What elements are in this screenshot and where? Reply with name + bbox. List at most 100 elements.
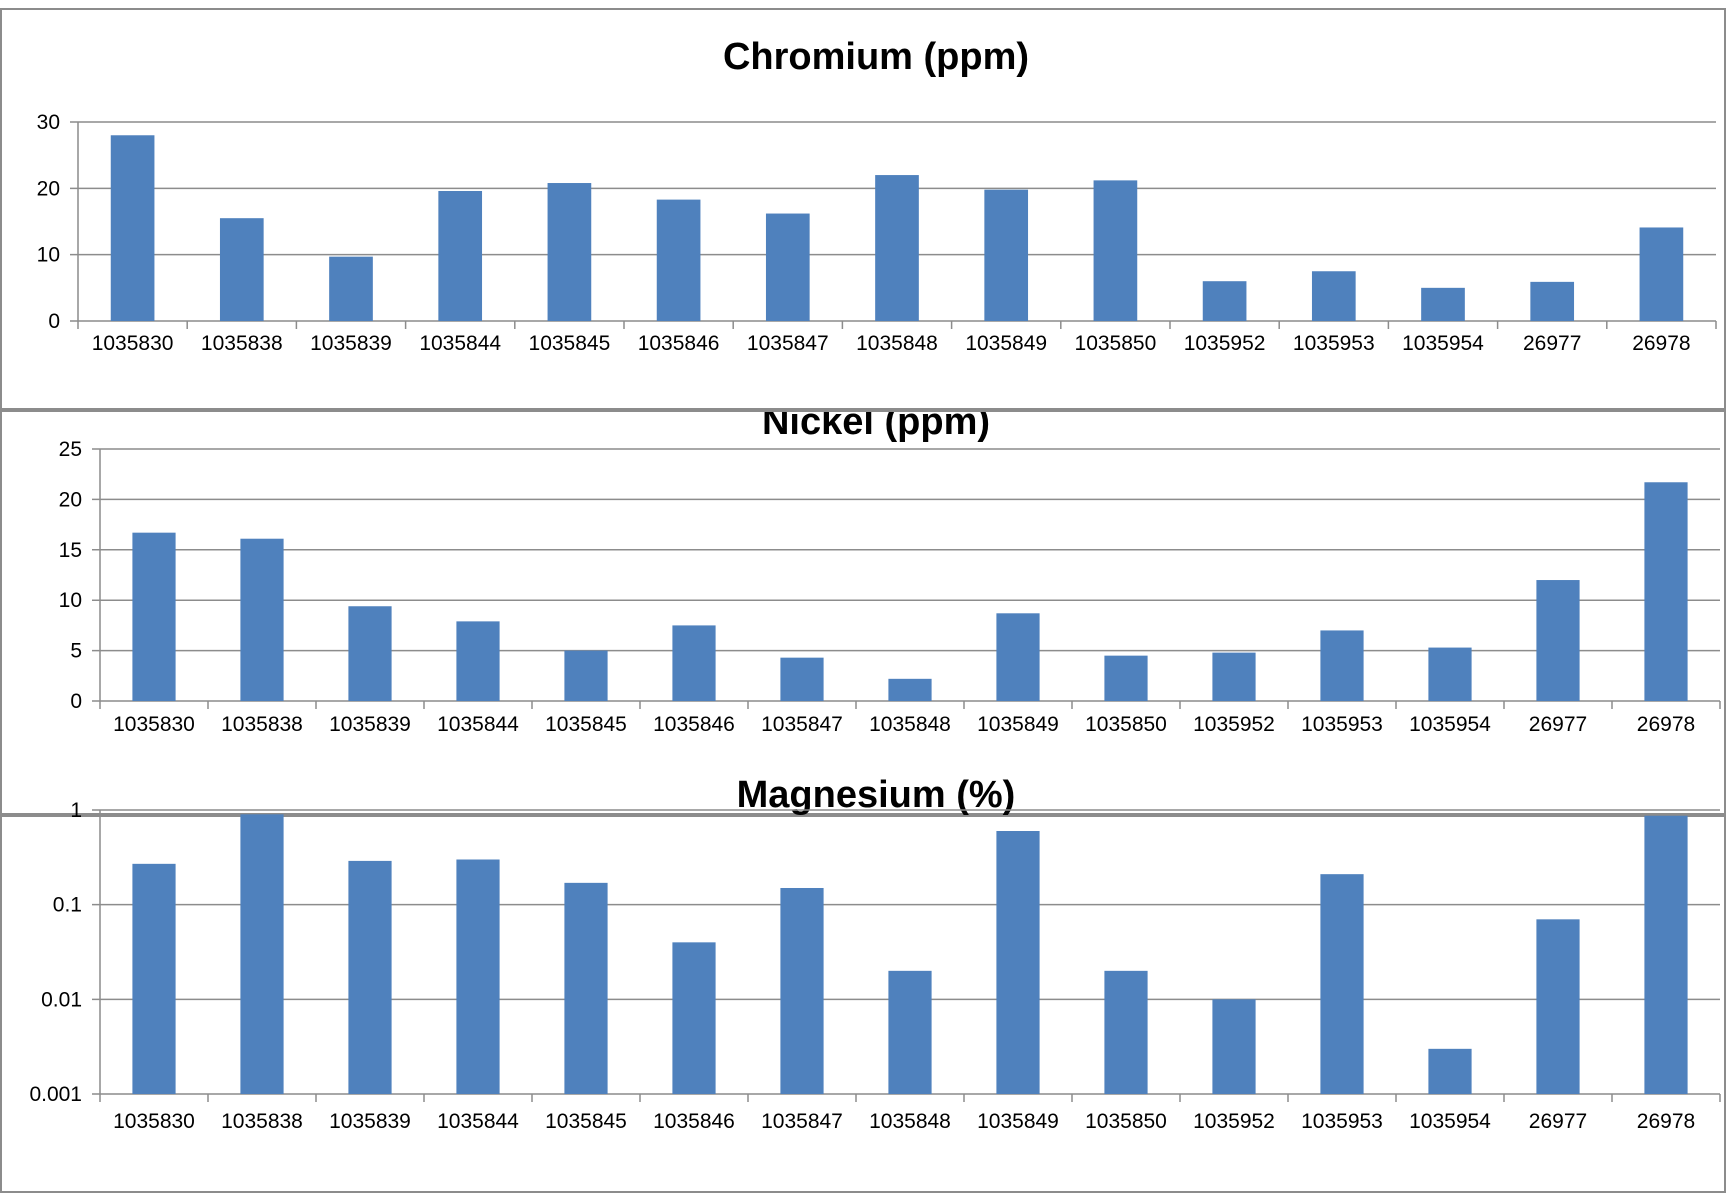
x-tick-label: 1035830 — [92, 332, 174, 355]
bar — [438, 190, 483, 321]
x-tick-label: 1035954 — [1402, 332, 1484, 355]
bar — [219, 218, 264, 321]
bar — [1320, 630, 1364, 701]
x-tick-label: 1035846 — [653, 1110, 735, 1133]
x-tick-label: 1035952 — [1193, 1110, 1275, 1133]
magnesium-chart-panel: Magnesium (%) 0.001 0.01 0.1 1 1035830 103583… — [0, 774, 1726, 1193]
y-tick-label: 0.001 — [29, 1083, 82, 1106]
x-tick-label: 26978 — [1632, 332, 1690, 355]
x-tick-label: 1035850 — [1085, 713, 1167, 736]
bar — [564, 650, 608, 701]
x-tick-label: 1035845 — [545, 1110, 627, 1133]
bar — [240, 538, 284, 701]
x-tick-label: 26977 — [1523, 332, 1581, 355]
x-tick-label: 1035952 — [1184, 332, 1266, 355]
bar — [1644, 482, 1688, 701]
bar — [1104, 970, 1148, 1094]
magnesium-chart: Magnesium (%) 0.001 0.01 0.1 1 1035830 103583… — [29, 774, 1721, 1133]
x-tick-label: 1035954 — [1409, 713, 1491, 736]
bar — [1644, 815, 1688, 1094]
x-tick-label: 1035953 — [1293, 332, 1375, 355]
x-tick-label: 1035845 — [529, 332, 611, 355]
bar — [547, 183, 592, 321]
nickel-chart: Nickel (ppm) 0 5 10 15 20 25 1035830 1035838 103… — [59, 412, 1721, 736]
chart-title: Magnesium (%) — [737, 774, 1016, 816]
bar — [875, 175, 919, 321]
bar — [348, 606, 392, 701]
x-tick-label: 1035838 — [221, 713, 303, 736]
bar — [780, 657, 824, 701]
bar — [672, 625, 716, 701]
y-tick-label: 1 — [70, 799, 82, 822]
y-tick-label: 25 — [59, 438, 82, 461]
x-tick-label: 1035838 — [221, 1110, 303, 1133]
x-tick-label: 1035847 — [761, 1110, 843, 1133]
x-tick-label: 26978 — [1637, 713, 1695, 736]
bar — [1093, 180, 1138, 321]
x-tick-label: 1035839 — [329, 713, 411, 736]
x-tick-label: 1035845 — [545, 713, 627, 736]
y-tick-label: 20 — [37, 177, 60, 200]
x-tick-label: 1035844 — [437, 713, 519, 736]
x-tick-label: 1035846 — [653, 713, 735, 736]
y-tick-label: 0 — [48, 310, 60, 333]
bar — [1421, 287, 1465, 321]
x-tick-label: 1035850 — [1075, 332, 1157, 355]
bar — [132, 532, 176, 701]
bar — [1639, 227, 1684, 321]
bar — [329, 256, 373, 321]
x-tick-label: 1035849 — [977, 713, 1059, 736]
bar — [1212, 999, 1256, 1094]
bar — [110, 135, 155, 321]
bar — [456, 621, 500, 701]
bar — [456, 859, 500, 1094]
x-tick-label: 26977 — [1529, 1110, 1587, 1133]
y-tick-label: 10 — [37, 244, 60, 267]
y-tick-label: 5 — [70, 640, 82, 663]
x-tick-label: 1035952 — [1193, 713, 1275, 736]
chromium-chart-panel: Chromium (ppm) 0 10 20 30 1035830 1035838 1035… — [0, 8, 1726, 410]
x-tick-label: 1035847 — [761, 713, 843, 736]
bar — [240, 814, 284, 1094]
bar — [1536, 919, 1580, 1094]
bar — [888, 970, 932, 1094]
bar — [1530, 281, 1575, 321]
x-tick-label: 1035953 — [1301, 1110, 1383, 1133]
bar — [132, 863, 176, 1094]
x-tick-label: 26977 — [1529, 713, 1587, 736]
x-tick-label: 1035849 — [977, 1110, 1059, 1133]
bar — [656, 199, 701, 321]
x-tick-label: 1035830 — [113, 1110, 195, 1133]
bar — [1212, 652, 1256, 701]
bar — [1320, 874, 1364, 1094]
bar — [564, 882, 608, 1094]
y-tick-label: 20 — [59, 488, 82, 511]
x-tick-label: 1035848 — [856, 332, 938, 355]
x-tick-label: 1035844 — [437, 1110, 519, 1133]
bar — [348, 860, 392, 1094]
x-tick-label: 1035954 — [1409, 1110, 1491, 1133]
bar — [1428, 1048, 1472, 1094]
x-tick-label: 1035838 — [201, 332, 283, 355]
x-tick-label: 1035848 — [869, 713, 951, 736]
bar — [1428, 647, 1472, 701]
bar — [765, 213, 810, 321]
chart-title: Chromium (ppm) — [723, 36, 1029, 78]
bar — [1104, 655, 1148, 701]
bar — [996, 613, 1040, 701]
x-tick-label: 1035839 — [310, 332, 392, 355]
bar — [672, 942, 716, 1094]
x-tick-label: 1035830 — [113, 713, 195, 736]
x-tick-label: 1035839 — [329, 1110, 411, 1133]
y-tick-label: 30 — [37, 111, 60, 134]
x-tick-label: 1035849 — [965, 332, 1047, 355]
bar — [888, 678, 932, 701]
x-tick-label: 1035850 — [1085, 1110, 1167, 1133]
y-tick-label: 15 — [59, 539, 82, 562]
x-tick-label: 1035844 — [419, 332, 501, 355]
y-tick-label: 0.01 — [41, 988, 82, 1011]
y-tick-label: 0.1 — [53, 894, 82, 917]
bar — [996, 831, 1040, 1094]
x-tick-label: 26978 — [1637, 1110, 1695, 1133]
chromium-chart: Chromium (ppm) 0 10 20 30 1035830 1035838 1035… — [37, 36, 1717, 355]
